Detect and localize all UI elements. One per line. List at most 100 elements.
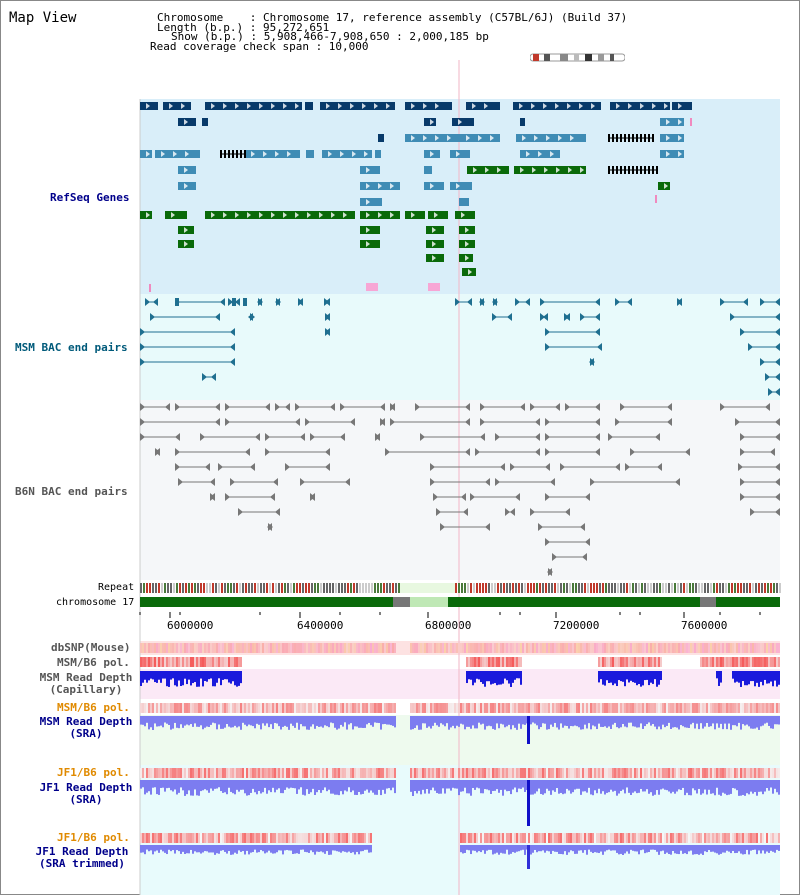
jf1-trim-depth-bar [602, 845, 604, 855]
msm-pol-bar [650, 657, 652, 667]
jf1-trim-depth-bar [476, 845, 478, 853]
msm-pol2-bar [592, 703, 594, 713]
msm-pol-bar [214, 657, 216, 667]
repeat-bar [638, 583, 640, 593]
jf1-trim-depth-bar [182, 845, 184, 852]
dbsnp-bar [360, 643, 362, 653]
msm-pol2-bar [324, 703, 326, 713]
msm-cap-depth-bar [614, 671, 616, 684]
jf1-pol2-bar [654, 833, 656, 843]
repeat-bar [557, 583, 559, 593]
small-marker [149, 284, 151, 292]
jf1-pol2-bar [180, 833, 182, 843]
msm-pol-bar [716, 657, 718, 667]
jf1-sra-depth-bar [454, 780, 456, 789]
exon-mark [240, 150, 242, 158]
dbsnp-bar [556, 643, 558, 653]
jf1-pol-bar [304, 768, 306, 778]
dbsnp-bar [318, 643, 320, 653]
msm-sra-depth-bar [164, 716, 166, 723]
dbsnp-bar [160, 643, 162, 653]
msm-pol-bar [504, 657, 506, 667]
jf1-pol2-bar [216, 833, 218, 843]
repeat-bar [458, 583, 460, 593]
msm-cap-depth-bar [638, 671, 640, 685]
jf1-sra-depth-bar [620, 780, 622, 792]
msm-sra-depth-bar [358, 716, 360, 728]
gene-strand-arrow [259, 212, 263, 218]
msm-cap-depth-bar [140, 671, 142, 686]
msm-sra-depth-bar [624, 716, 626, 727]
jf1-pol2-bar [212, 833, 214, 843]
jf1-sra-depth-bar [522, 780, 524, 788]
dbsnp-bar [670, 643, 672, 653]
msm-pol2-bar [376, 703, 378, 713]
jf1-pol2-bar [320, 833, 322, 843]
jf1-pol-bar [350, 768, 352, 778]
msm-sra-depth-bar [682, 716, 684, 727]
jf1-pol-bar [764, 768, 766, 778]
msm-sra-depth-bar [532, 716, 534, 723]
msm-pol2-bar [386, 703, 388, 713]
jf1-pol2-bar [486, 833, 488, 843]
msm-pol-label-1: MSM/B6 pol. [57, 656, 130, 669]
gene-strand-arrow [461, 212, 465, 218]
exon-mark [620, 134, 622, 142]
msm-pol2-bar [178, 703, 180, 713]
repeat-bar [317, 583, 319, 593]
msm-pol-bar [170, 657, 172, 667]
repeat-bar [701, 583, 703, 593]
jf1-pol-bar [386, 768, 388, 778]
bac-end [390, 403, 395, 411]
bac-end [582, 553, 587, 561]
msm-pol2-bar [554, 703, 556, 713]
repeat-bar [455, 583, 457, 593]
jf1-pol-bar [662, 768, 664, 778]
jf1-pol-bar [636, 768, 638, 778]
jf1-pol-bar [474, 768, 476, 778]
msm-sra-depth-bar [646, 716, 648, 725]
dbsnp-bar [372, 643, 374, 653]
jf1-pol2-bar [738, 833, 740, 843]
msm-pol2-bar [384, 703, 386, 713]
repeat-bar [359, 583, 361, 593]
jf1-pol-bar [590, 768, 592, 778]
bac-end [238, 508, 243, 516]
msm-sra-depth-bar [758, 716, 760, 730]
msm-pol2-bar [456, 703, 458, 713]
jf1-sra-depth-bar [336, 780, 338, 795]
bac-end [140, 433, 145, 441]
jf1-trim-depth-bar [632, 845, 634, 851]
msm-bac-label: MSM BAC end pairs [15, 341, 128, 354]
dbsnp-bar [470, 643, 472, 653]
gene-block [205, 211, 355, 219]
msm-sra-depth-bar [706, 716, 708, 723]
jf1-pol2-bar [700, 833, 702, 843]
msm-cap-depth-bar [158, 671, 160, 680]
ruler-tick-5: 7600000 [681, 619, 728, 632]
msm-pol2-bar [708, 703, 710, 713]
dbsnp-bar [168, 643, 170, 653]
msm-cap-depth-bar [150, 671, 152, 679]
dbsnp-bar [548, 643, 550, 653]
jf1-pol2-bar [250, 833, 252, 843]
chromosome-ideogram[interactable] [530, 53, 625, 62]
jf1-sra-depth-bar [546, 780, 548, 789]
msm-pol2-bar [470, 703, 472, 713]
msm-pol2-bar [578, 703, 580, 713]
repeat-bar [188, 583, 190, 593]
msm-sra-depth-bar [250, 716, 252, 726]
msm-pol2-bar [458, 703, 460, 713]
jf1-pol-bar [190, 768, 192, 778]
dbsnp-bar [574, 643, 576, 653]
dbsnp-bar [760, 643, 762, 653]
repeat-bar [635, 583, 637, 593]
jf1-sra-depth-bar [638, 780, 640, 793]
dbsnp-bar [364, 643, 366, 653]
bac-end [215, 313, 220, 321]
msm-cap-depth-bar [490, 671, 492, 685]
msm-pol2-bar [766, 703, 768, 713]
msm-sra-depth-bar [152, 716, 154, 730]
msm-pol2-bar [586, 703, 588, 713]
